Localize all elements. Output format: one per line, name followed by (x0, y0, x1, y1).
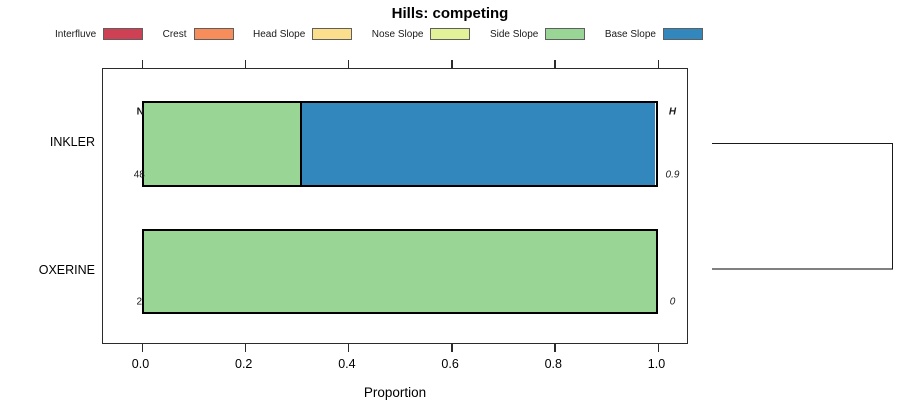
x-axis-tick-top (554, 60, 556, 68)
x-axis-tick-bottom (554, 344, 556, 352)
legend-swatch (103, 28, 144, 40)
count-value-inkler: 48 (133, 169, 145, 181)
bar-segment-base-slope (302, 103, 656, 185)
y-category-label-inkler: INKLER (49, 135, 95, 149)
legend: Interfluve Crest Head Slope Nose Slope Side … (55, 26, 703, 42)
entropy-value-inkler: 0.9 (665, 169, 680, 181)
legend-swatch (312, 28, 353, 40)
x-axis-tick-bottom (451, 344, 453, 352)
legend-label: Nose Slope (371, 28, 424, 40)
x-tick-label: 0.2 (234, 357, 253, 371)
x-axis-tick-bottom (141, 344, 143, 352)
x-tick-label: 1.0 (647, 357, 666, 371)
legend-item-crest: Crest (163, 28, 234, 40)
x-axis-title: Proportion (363, 385, 427, 400)
entropy-value-oxerine: 0 (669, 296, 676, 308)
dendrogram-join (891, 143, 893, 269)
dendrogram-branch-bottom (712, 268, 893, 270)
bar-segment-side-slope (143, 103, 303, 185)
dendrogram-branch-top (712, 143, 893, 144)
legend-item-head-slope: Head Slope (253, 28, 353, 40)
legend-item-side-slope: Side Slope (489, 28, 586, 40)
legend-swatch (193, 28, 234, 40)
x-axis-tick-top (347, 60, 350, 68)
x-axis-tick-top (657, 60, 659, 68)
stacked-bar-oxerine (141, 229, 658, 314)
plot-area (102, 60, 688, 352)
legend-swatch (662, 28, 703, 40)
x-axis-tick-top (244, 60, 247, 68)
x-axis-tick-bottom (347, 344, 350, 352)
x-tick-label: 0.6 (441, 357, 459, 371)
x-axis-tick-top (451, 60, 453, 68)
legend-label: Crest (162, 28, 187, 40)
legend-item-nose-slope: Nose Slope (372, 28, 471, 40)
x-axis-tick-top (141, 60, 143, 68)
x-axis-tick-bottom (657, 344, 659, 352)
legend-item-base-slope: Base Slope (605, 28, 703, 40)
count-value-oxerine: 2 (136, 296, 143, 308)
count-column-header: N (136, 106, 144, 118)
y-category-label-oxerine: OXERINE (38, 262, 95, 277)
legend-label: Interfluve (55, 28, 97, 40)
legend-swatch (545, 28, 586, 40)
legend-label: Base Slope (604, 28, 656, 40)
entropy-column-header: H (668, 106, 677, 118)
x-axis-tick-bottom (244, 344, 247, 352)
legend-label: Head Slope (253, 28, 306, 40)
legend-label: Side Slope (489, 28, 539, 40)
x-tick-label: 0.0 (131, 357, 150, 371)
legend-item-interfluve: Interfluve (55, 28, 144, 40)
x-tick-label: 0.8 (544, 357, 562, 371)
bar-segment-side-slope (143, 231, 656, 312)
stacked-bar-inkler (141, 101, 658, 187)
x-tick-label: 0.4 (338, 357, 356, 371)
legend-swatch (430, 28, 471, 40)
chart-title: Hills: competing (391, 5, 509, 22)
